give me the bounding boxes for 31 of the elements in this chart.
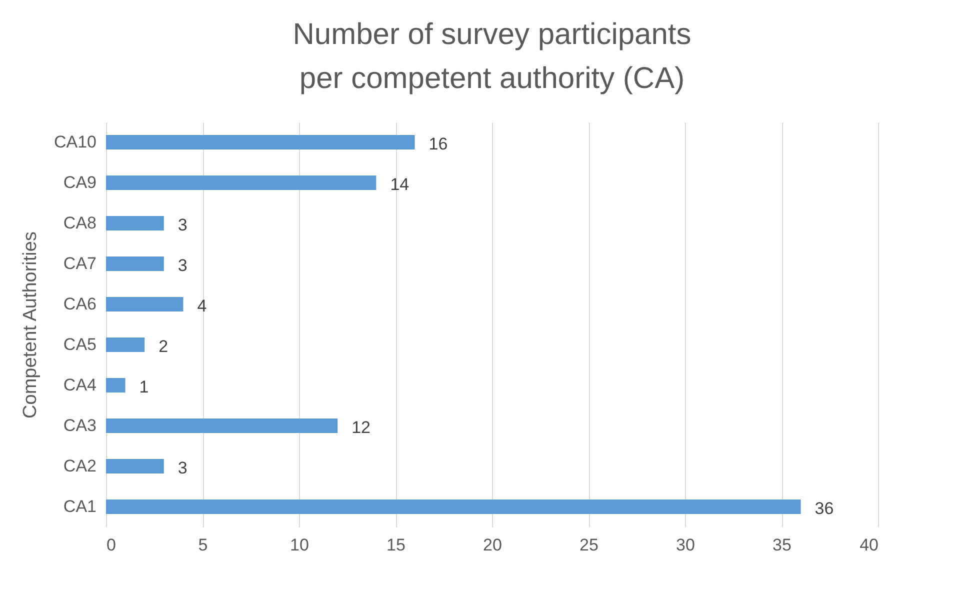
y-tick-label: CA3 (63, 416, 96, 435)
y-tick-label: CA7 (63, 254, 96, 273)
data-label: 1 (139, 377, 149, 396)
x-tick-label: 20 (483, 536, 502, 554)
x-tick-label: 30 (676, 536, 695, 554)
data-label: 2 (158, 336, 168, 356)
y-tick-label: CA1 (63, 496, 96, 516)
y-tick-label: CA2 (63, 456, 96, 476)
data-label: 4 (197, 296, 207, 316)
data-label: 3 (178, 215, 188, 234)
x-tick-label: 0 (106, 536, 116, 554)
y-tick-label: CA6 (63, 294, 96, 314)
y-tick-label: CA9 (63, 172, 96, 192)
chart-title: Number of survey participants per competent authority (CA) (292, 18, 692, 95)
y-tick-label: CA4 (63, 375, 96, 394)
data-label: 16 (428, 134, 448, 154)
x-tick-label: 40 (860, 536, 878, 554)
data-label: 14 (390, 174, 410, 194)
x-tick-label: 5 (198, 536, 208, 554)
x-tick-label: 15 (386, 536, 406, 554)
data-label: 12 (352, 418, 371, 437)
y-axis-title: Competent Authorities (20, 232, 41, 418)
y-tick-label: CA8 (63, 213, 96, 232)
y-tick-label: CA10 (54, 132, 96, 152)
data-label: 3 (178, 458, 188, 478)
data-label: 3 (178, 256, 188, 275)
x-tick-label: 35 (772, 536, 792, 554)
y-tick-label: CA5 (63, 334, 96, 354)
x-tick-label: 10 (290, 536, 309, 554)
data-label: 36 (814, 498, 834, 518)
x-tick-label: 25 (580, 536, 598, 554)
